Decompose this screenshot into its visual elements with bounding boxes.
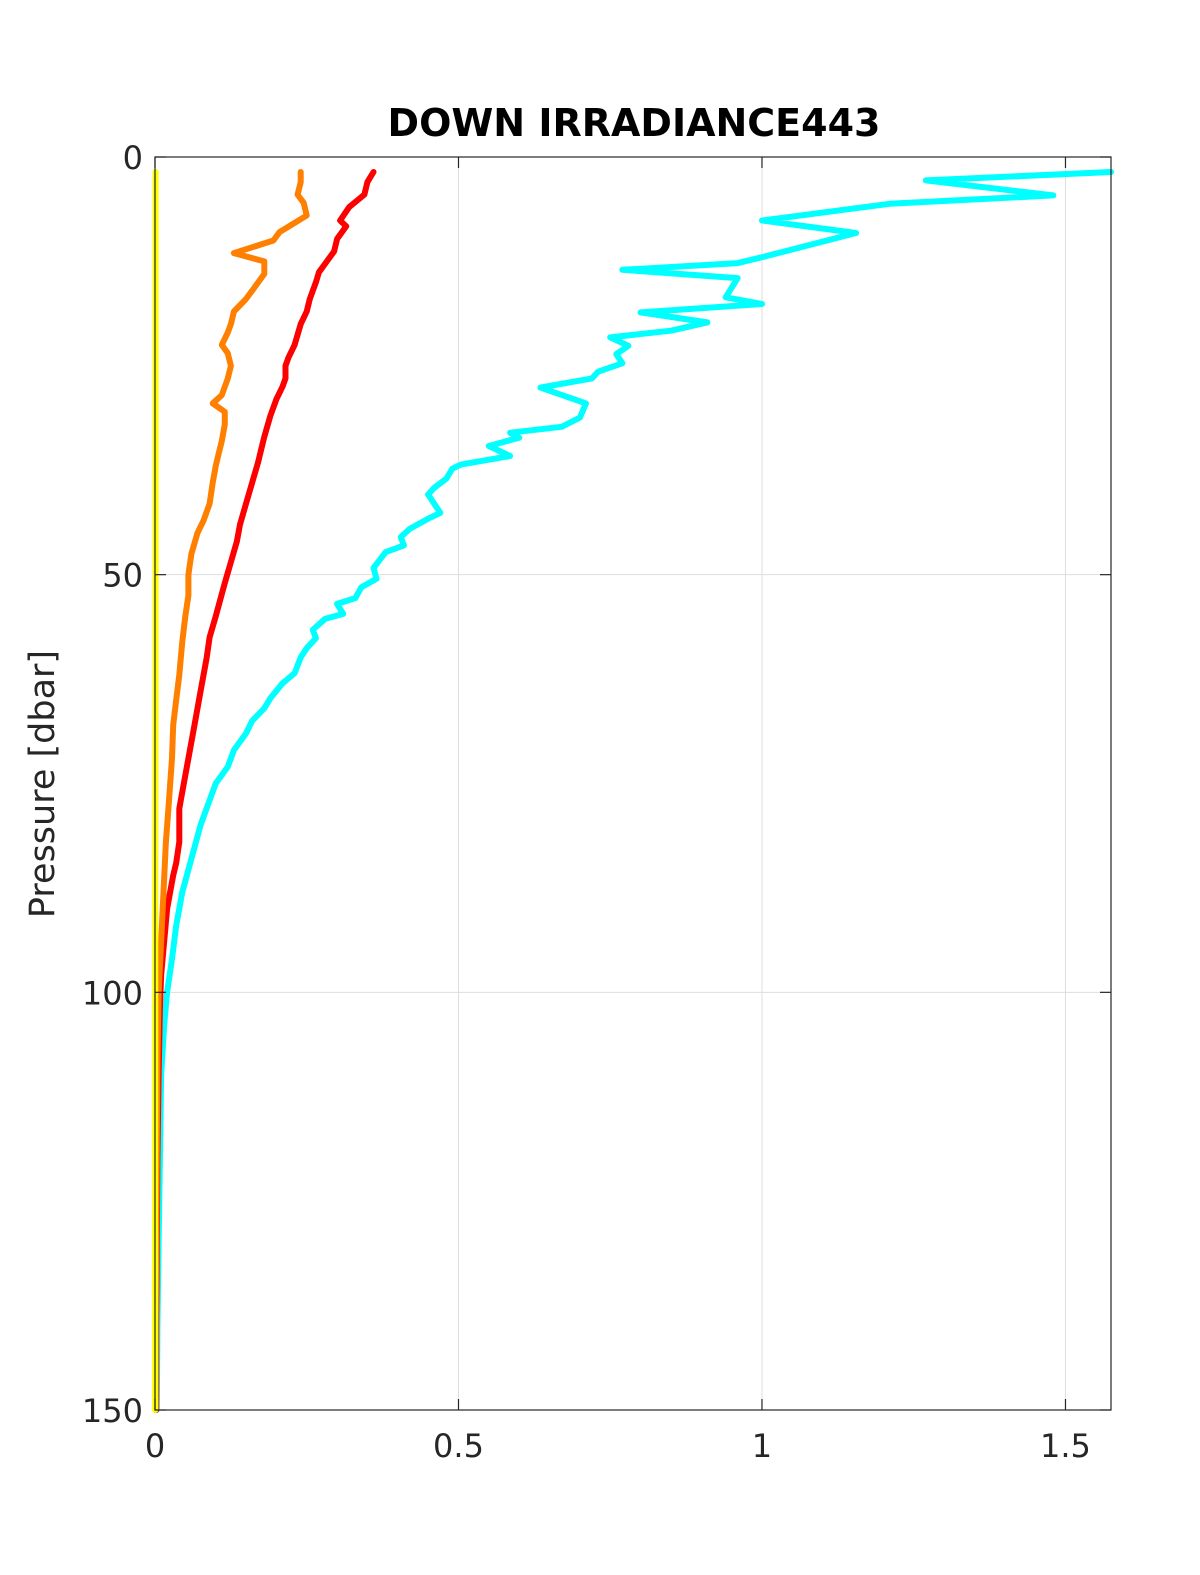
x-tick-labels: 0 0.5 1 1.5 <box>145 1427 1091 1465</box>
x-tick-label: 0 <box>145 1427 165 1465</box>
x-tick-label: 1.5 <box>1040 1427 1091 1465</box>
grid-lines <box>155 157 1111 1410</box>
x-tick-label: 1 <box>752 1427 772 1465</box>
y-tick-label: 100 <box>82 974 143 1012</box>
y-tick-label: 50 <box>102 557 143 595</box>
plot-frame <box>154 156 1112 1411</box>
y-tick-label: 150 <box>82 1392 143 1430</box>
series-line-1 <box>153 169 377 1413</box>
y-tick-label: 0 <box>123 139 143 177</box>
chart-title: DOWN IRRADIANCE443 <box>388 101 881 145</box>
x-tick-label: 0.5 <box>433 1427 484 1465</box>
y-tick-labels: 0 50 100 150 <box>82 139 143 1430</box>
data-series <box>152 169 1114 1413</box>
series-line-0 <box>153 169 1114 1413</box>
y-axis-label: Pressure [dbar] <box>23 650 63 918</box>
tick-marks <box>154 156 1111 1411</box>
series-line-2 <box>152 169 310 1413</box>
